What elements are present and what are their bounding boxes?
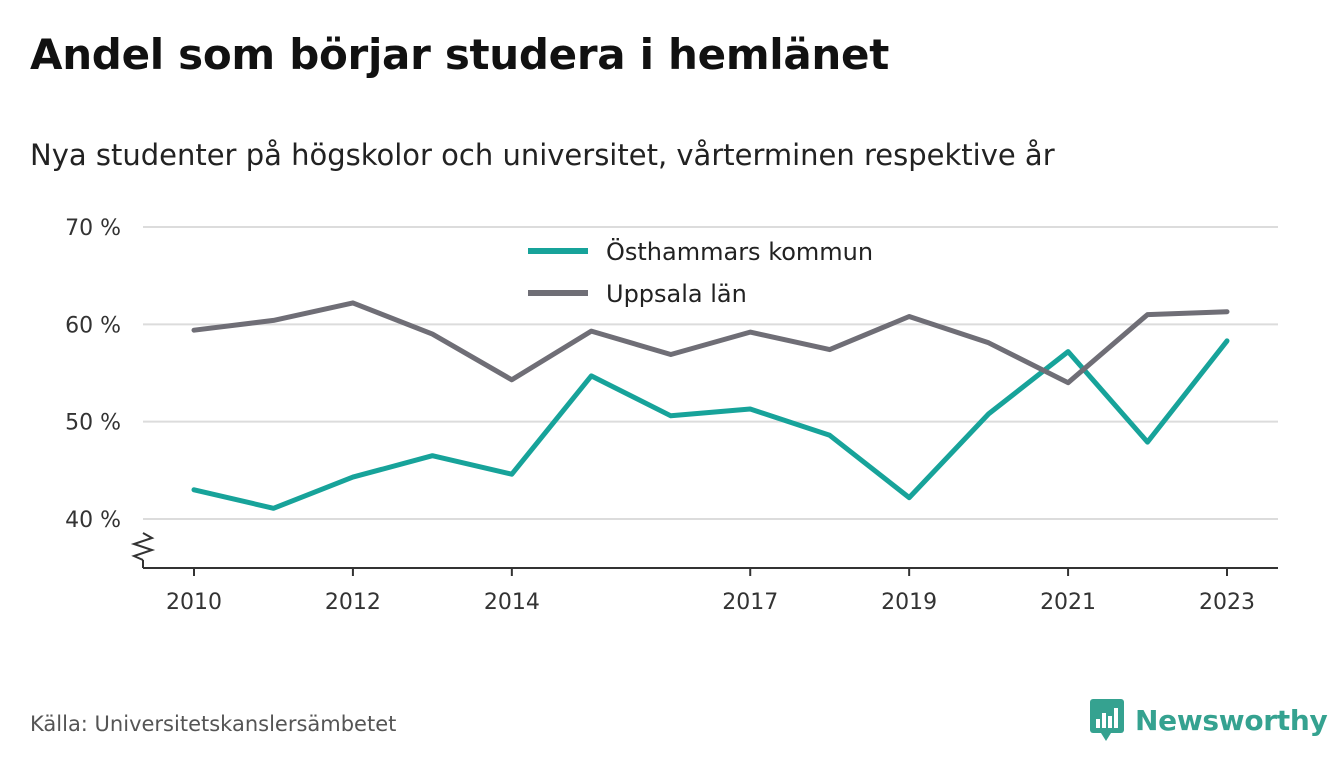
chart-title: Andel som börjar studera i hemlänet (30, 30, 889, 79)
brand-logo[interactable]: Newsworthy (1089, 698, 1328, 742)
series-lines (191, 300, 1230, 511)
axes: 70 % 60 % 50 % 40 % 2010 2012 2014 2017 2019 2021… (65, 216, 1278, 615)
y-tick-label: 70 % (65, 216, 121, 241)
legend-label: Östhammars kommun (606, 237, 873, 266)
x-tick-label: 2010 (166, 590, 222, 615)
y-tick-label: 60 % (65, 313, 121, 338)
brand-name: Newsworthy (1135, 703, 1328, 737)
legend: Östhammars kommun Uppsala län (528, 237, 873, 308)
x-tick-label: 2014 (484, 590, 540, 615)
series-line-2 (191, 300, 1230, 386)
y-tick-label: 50 % (65, 411, 121, 436)
legend-label: Uppsala län (606, 280, 747, 308)
x-tick-label: 2023 (1199, 590, 1255, 615)
x-tick-label: 2012 (325, 590, 381, 615)
series-line-1 (191, 338, 1230, 511)
source-note: Källa: Universitetskanslersämbetet (30, 712, 397, 736)
chart-subtitle: Nya studenter på högskolor och universit… (30, 138, 1055, 172)
x-tick-label: 2019 (881, 590, 937, 615)
axis-break-icon (130, 532, 156, 561)
newsworthy-logo-icon (1090, 699, 1124, 741)
y-tick-label: 40 % (65, 508, 121, 533)
x-tick-label: 2017 (722, 590, 778, 615)
grid-lines (143, 226, 1278, 520)
line-chart: 70 % 60 % 50 % 40 % 2010 2012 2014 2017 2019 2021… (65, 216, 1278, 615)
x-tick-label: 2021 (1040, 590, 1096, 615)
